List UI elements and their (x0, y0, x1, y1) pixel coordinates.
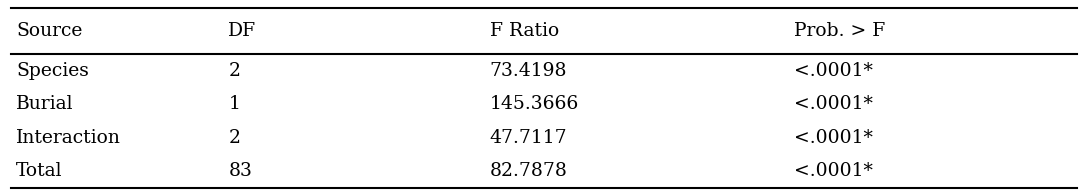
Text: Species: Species (16, 62, 89, 79)
Text: 1: 1 (228, 95, 240, 113)
Text: 2: 2 (228, 129, 240, 147)
Text: 83: 83 (228, 162, 252, 180)
Text: Source: Source (16, 22, 83, 40)
Text: F Ratio: F Ratio (490, 22, 559, 40)
Text: Total: Total (16, 162, 63, 180)
Text: 47.7117: 47.7117 (490, 129, 567, 147)
Text: 2: 2 (228, 62, 240, 79)
Text: <.0001*: <.0001* (794, 162, 873, 180)
Text: <.0001*: <.0001* (794, 62, 873, 79)
Text: 145.3666: 145.3666 (490, 95, 579, 113)
Text: 73.4198: 73.4198 (490, 62, 567, 79)
Text: Prob. > F: Prob. > F (794, 22, 886, 40)
Text: DF: DF (228, 22, 257, 40)
Text: 82.7878: 82.7878 (490, 162, 568, 180)
Text: <.0001*: <.0001* (794, 129, 873, 147)
Text: Interaction: Interaction (16, 129, 121, 147)
Text: <.0001*: <.0001* (794, 95, 873, 113)
Text: Burial: Burial (16, 95, 74, 113)
